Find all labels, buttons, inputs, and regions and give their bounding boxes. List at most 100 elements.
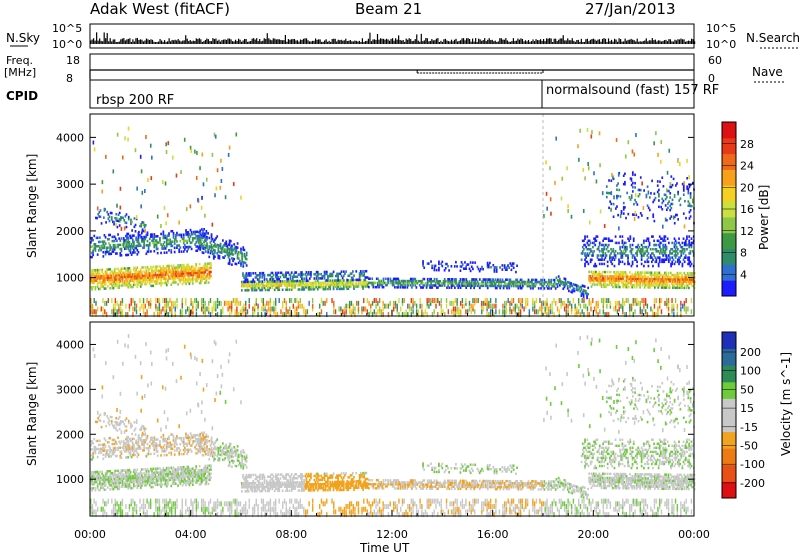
power-cell: [598, 283, 601, 286]
power-cell: [183, 239, 186, 243]
power-cell: [121, 300, 124, 306]
power-cell: [134, 300, 136, 306]
power-cell: [162, 269, 165, 272]
power-cell: [618, 188, 621, 192]
power-cell: [667, 206, 669, 210]
power-cell: [593, 272, 596, 276]
power-cell: [441, 264, 444, 268]
power-cell: [134, 283, 136, 287]
power-cell: [126, 281, 128, 285]
power-cell: [150, 276, 152, 279]
power-cell: [114, 300, 117, 306]
power-cell: [643, 264, 645, 268]
power-cell: [232, 182, 235, 187]
power-cell: [107, 217, 110, 220]
power-cell: [207, 232, 210, 235]
power-cell: [624, 283, 627, 287]
power-cell: [90, 300, 92, 306]
power-cell: [584, 264, 586, 268]
power-cell: [584, 243, 586, 247]
power-cell: [236, 246, 239, 249]
power-cell: [126, 243, 128, 246]
power-cell: [481, 284, 483, 288]
power-cell: [613, 258, 616, 261]
power-cell: [200, 269, 203, 272]
power-cell: [615, 271, 618, 274]
power-cell: [489, 261, 491, 265]
power-cell: [604, 312, 606, 318]
power-cell: [412, 303, 414, 309]
power-cell: [621, 275, 623, 278]
power-cell: [678, 260, 680, 264]
power-cell: [382, 277, 385, 281]
power-cell: [303, 306, 305, 312]
power-cell: [203, 273, 205, 276]
power-cell: [493, 282, 496, 286]
power-cell: [146, 244, 149, 247]
power-cell: [100, 306, 102, 312]
power-cell: [119, 278, 122, 281]
power-cell: [611, 258, 614, 261]
power-cell: [665, 208, 668, 212]
power-cell: [126, 236, 128, 240]
power-cell: [505, 306, 508, 312]
power-cell: [651, 179, 653, 183]
power-cell: [147, 246, 150, 249]
power-cell: [203, 239, 206, 242]
power-cell: [616, 188, 618, 191]
power-cell: [550, 280, 553, 284]
power-cell: [176, 240, 178, 243]
power-cell: [268, 280, 270, 283]
power-cell: [95, 268, 98, 272]
power-cell: [387, 277, 389, 281]
power-cell: [678, 284, 681, 287]
power-cell: [339, 287, 342, 291]
power-cell: [177, 272, 179, 276]
power-cell: [125, 271, 127, 274]
nsky-bar: [497, 41, 499, 44]
power-cell: [96, 281, 99, 284]
power-cell: [169, 306, 171, 312]
power-cell: [680, 306, 682, 312]
nsky-bar: [641, 41, 643, 44]
power-cell: [102, 250, 105, 254]
power-cell: [253, 286, 256, 290]
power-cell: [664, 204, 667, 207]
power-cell: [253, 306, 256, 312]
power-cell: [245, 306, 247, 312]
power-cell: [202, 309, 205, 315]
nsky-bar: [127, 38, 129, 44]
power-cell: [143, 235, 145, 239]
power-cell: [650, 252, 653, 255]
power-cell: [646, 279, 648, 283]
power-cell: [375, 298, 377, 304]
power-cell: [156, 280, 159, 283]
power-cell: [596, 247, 599, 251]
power-cell: [581, 245, 584, 249]
power-cell: [641, 245, 644, 249]
power-cell: [240, 195, 242, 200]
power-cell: [104, 272, 107, 276]
power-cell: [151, 235, 153, 238]
power-cell: [535, 278, 538, 282]
power-cell: [469, 269, 472, 273]
power-cell: [613, 275, 615, 278]
power-cell: [228, 145, 231, 150]
power-cell: [607, 277, 610, 280]
power-cell: [456, 265, 458, 268]
power-cell: [162, 265, 165, 268]
power-cell: [586, 241, 589, 245]
power-cell: [469, 261, 472, 264]
power-cell: [113, 246, 116, 249]
power-cell: [372, 285, 375, 289]
power-cell: [412, 281, 414, 285]
nsky-bar: [218, 39, 220, 44]
power-cell: [475, 298, 478, 304]
power-cell: [305, 279, 308, 283]
power-cell: [660, 205, 663, 209]
power-cell: [145, 244, 148, 247]
power-cell: [577, 309, 580, 315]
power-cell: [145, 233, 148, 237]
power-cell: [142, 223, 145, 226]
nsky-bar: [530, 41, 533, 44]
